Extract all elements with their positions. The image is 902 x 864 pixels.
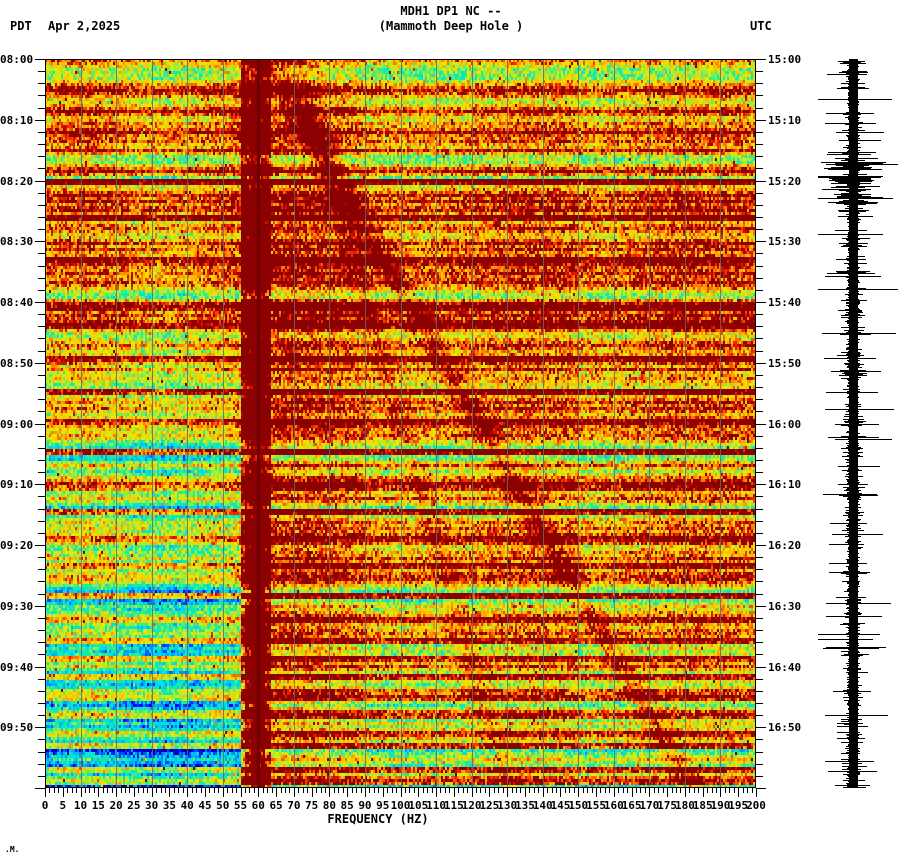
time-label-utc: 15:20 <box>768 175 802 188</box>
time-label-local: 08:10 <box>0 114 34 127</box>
time-label-local: 09:50 <box>0 721 34 734</box>
time-label-local: 08:00 <box>0 53 34 66</box>
frequency-tick-label: 130 <box>497 799 518 812</box>
frequency-tick-label: 120 <box>461 799 482 812</box>
frequency-tick-label: 5 <box>59 799 67 812</box>
frequency-tick-label: 145 <box>550 799 571 812</box>
corner-artifact-mark: .M. <box>5 845 20 854</box>
frequency-tick-label: 100 <box>390 799 411 812</box>
time-label-utc: 16:00 <box>768 418 802 431</box>
time-label-local: 08:40 <box>0 296 34 309</box>
frequency-tick-label: 20 <box>109 799 123 812</box>
frequency-tick-label: 85 <box>340 799 354 812</box>
frequency-tick-label: 185 <box>692 799 713 812</box>
time-label-utc: 15:30 <box>768 235 802 248</box>
frequency-axis-title: FREQUENCY (HZ) <box>327 812 429 826</box>
frequency-tick-label: 190 <box>710 799 731 812</box>
spectrogram-canvas <box>45 59 756 788</box>
frequency-tick-label: 70 <box>287 799 301 812</box>
time-label-utc: 16:10 <box>768 478 802 491</box>
frequency-tick-label: 150 <box>568 799 589 812</box>
date-label: Apr 2,2025 <box>48 19 121 33</box>
frequency-tick-label: 170 <box>639 799 660 812</box>
frequency-tick-label: 45 <box>198 799 212 812</box>
time-axis-right-ticks <box>756 59 766 789</box>
time-label-local: 08:30 <box>0 235 34 248</box>
time-label-local: 09:40 <box>0 661 34 674</box>
frequency-tick-label: 15 <box>91 799 105 812</box>
time-axis-left-ticks <box>35 59 45 789</box>
time-label-local: 09:20 <box>0 539 34 552</box>
time-label-local: 08:50 <box>0 357 34 370</box>
waveform-trace-panel[interactable] <box>818 59 898 788</box>
station-subtitle: (Mammoth Deep Hole ) <box>378 19 524 33</box>
time-label-utc: 16:50 <box>768 721 802 734</box>
frequency-tick-label: 80 <box>322 799 337 812</box>
frequency-tick-label: 180 <box>674 799 695 812</box>
time-label-utc: 16:20 <box>768 539 802 552</box>
time-label-utc: 15:10 <box>768 114 802 127</box>
timezone-right-label: UTC <box>750 19 772 33</box>
frequency-tick-label: 35 <box>162 799 177 812</box>
frequency-tick-label: 55 <box>233 799 248 812</box>
frequency-tick-label: 25 <box>127 799 141 812</box>
frequency-tick-label: 0 <box>41 799 49 812</box>
waveform-canvas <box>818 59 898 788</box>
frequency-axis-ticks <box>45 788 757 802</box>
frequency-tick-label: 140 <box>532 799 553 812</box>
frequency-tick-label: 30 <box>145 799 159 812</box>
frequency-tick-label: 135 <box>514 799 535 812</box>
frequency-tick-label: 40 <box>180 799 194 812</box>
frequency-tick-label: 10 <box>73 799 88 812</box>
frequency-tick-label: 110 <box>426 799 446 812</box>
frequency-tick-label: 65 <box>269 799 283 812</box>
time-label-utc: 16:40 <box>768 661 802 674</box>
frequency-tick-label: 115 <box>443 799 464 812</box>
time-label-local: 09:30 <box>0 600 34 613</box>
frequency-tick-label: 125 <box>479 799 500 812</box>
frequency-tick-label: 105 <box>408 799 429 812</box>
frequency-tick-label: 195 <box>728 799 749 812</box>
frequency-tick-label: 75 <box>305 799 319 812</box>
frequency-tick-label: 50 <box>216 799 230 812</box>
frequency-tick-label: 160 <box>603 799 624 812</box>
frequency-tick-label: 155 <box>586 799 606 812</box>
time-label-utc: 16:30 <box>768 600 802 613</box>
frequency-tick-label: 60 <box>251 799 265 812</box>
frequency-tick-label: 95 <box>376 799 390 812</box>
frequency-tick-label: 175 <box>657 799 678 812</box>
timezone-left-label: PDT <box>10 19 32 33</box>
time-label-local: 08:20 <box>0 175 34 188</box>
spectrogram-plot[interactable] <box>45 59 756 788</box>
time-label-utc: 15:50 <box>768 357 802 370</box>
time-label-local: 09:00 <box>0 418 34 431</box>
frequency-tick-label: 90 <box>358 799 372 812</box>
time-label-utc: 15:00 <box>768 53 802 66</box>
time-label-local: 09:10 <box>0 478 34 491</box>
time-label-utc: 15:40 <box>768 296 802 309</box>
station-title: MDH1 DP1 NC -- <box>400 4 502 18</box>
frequency-tick-label: 165 <box>621 799 642 812</box>
frequency-tick-label: 200 <box>746 799 766 812</box>
